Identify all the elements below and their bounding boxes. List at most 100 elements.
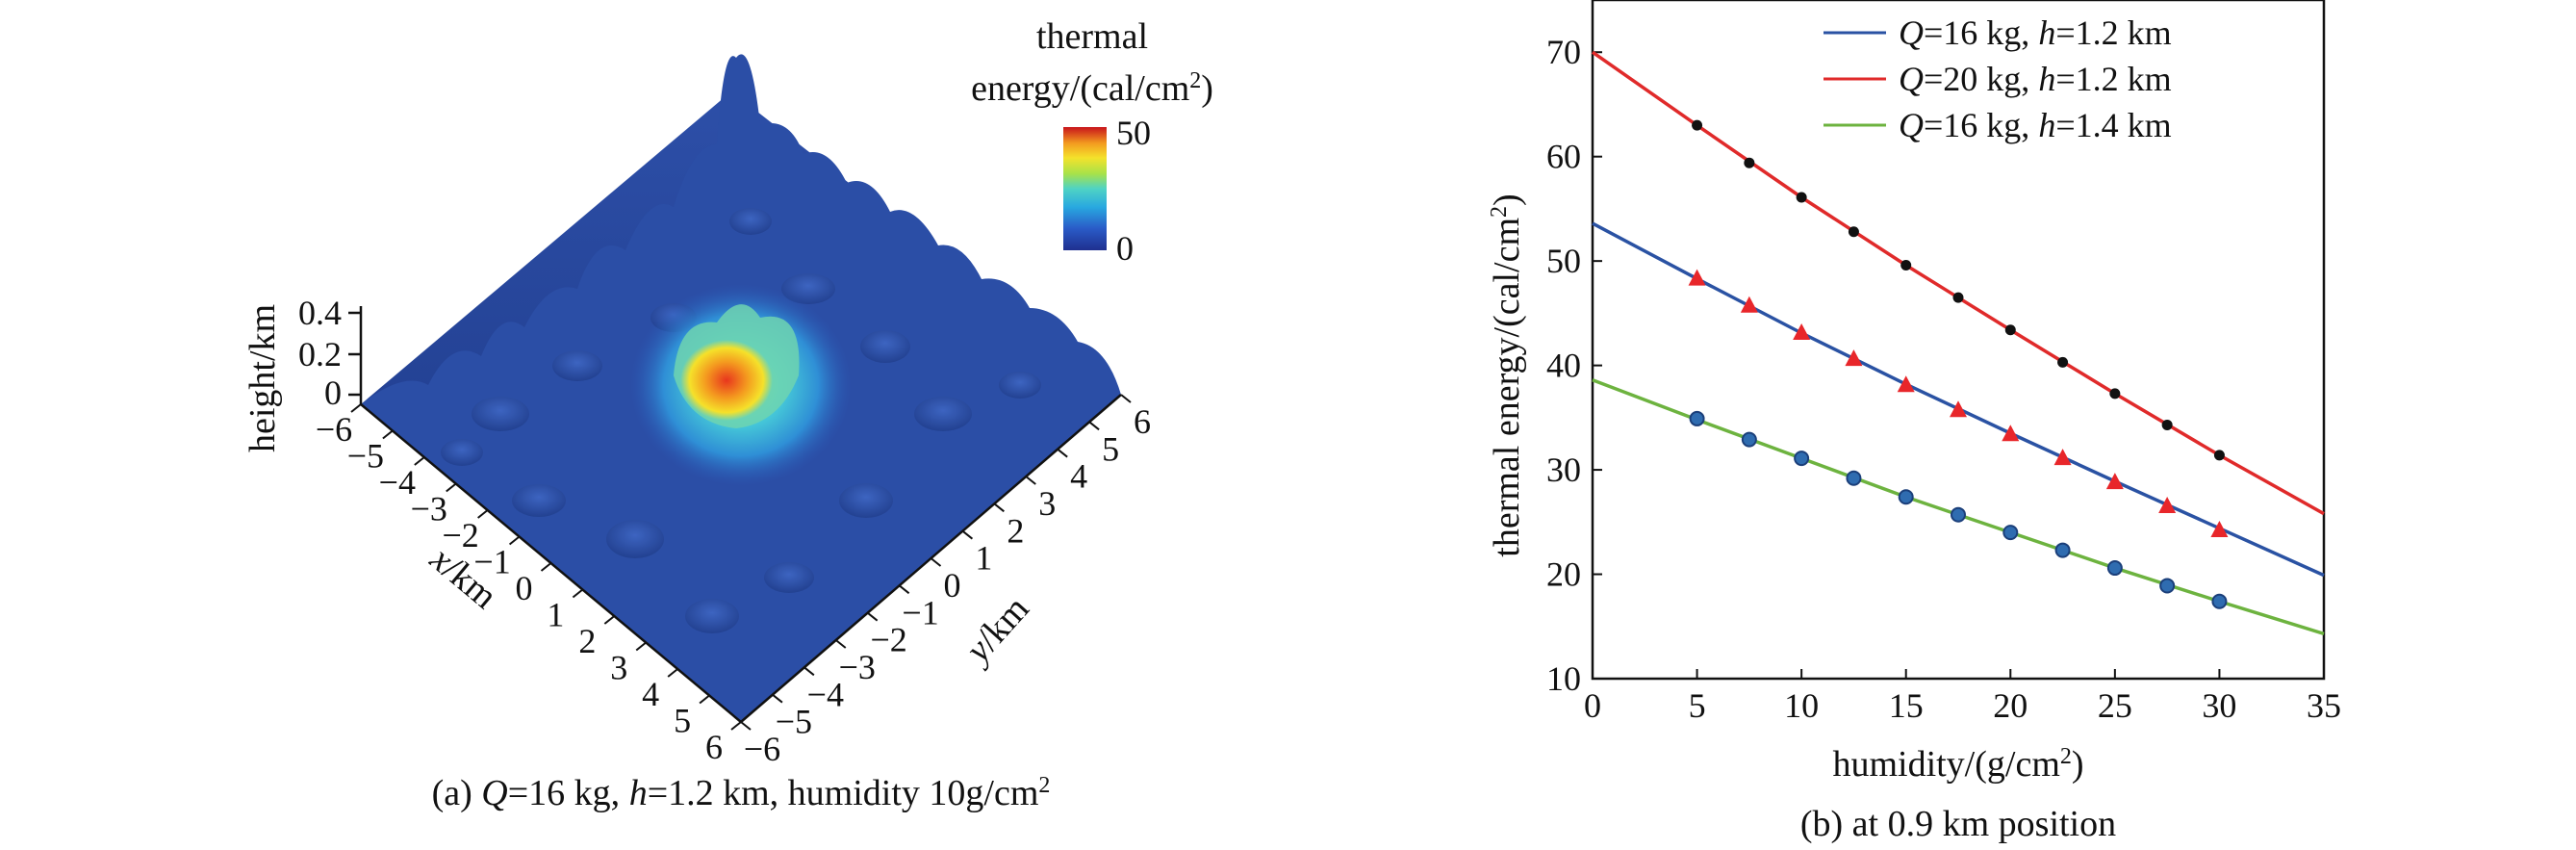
y-tick	[1025, 476, 1036, 485]
y-tick-label: −5	[776, 703, 812, 741]
legend-mid: =20 kg,	[1924, 60, 2038, 98]
x-tick-label: 4	[642, 675, 659, 713]
x-tick-label: 3	[610, 649, 627, 687]
data-point	[1794, 451, 1810, 467]
legend-rest: =1.2 km	[2055, 60, 2171, 98]
colorbar-max-label: 50	[1116, 114, 1151, 152]
y-tick-label: 0	[944, 566, 961, 605]
y-tick-label: −4	[807, 675, 844, 713]
legend-h: h	[2038, 60, 2055, 98]
panel-b-caption: (b) at 0.9 km position	[1800, 804, 2116, 844]
x-title-sup: 2	[2060, 744, 2072, 769]
y-tick	[1057, 448, 1068, 458]
colorbar	[1063, 127, 1107, 250]
colorbar-title-line2: energy/(cal/cm2)	[971, 68, 1213, 109]
x-tick-label: 10	[1784, 686, 1819, 725]
y-tick-label: 10	[1546, 659, 1581, 698]
data-point	[2109, 388, 2121, 399]
caption-a-h: h	[629, 773, 648, 813]
x-title-text: humidity/(g/cm	[1832, 744, 2059, 785]
x-tick	[699, 694, 710, 705]
y-tick-label: 20	[1546, 555, 1581, 594]
data-point	[1900, 259, 1912, 270]
y-tick	[930, 557, 942, 567]
legend-entry: Q=20 kg, h=1.2 km	[1824, 60, 2172, 98]
x-tick	[635, 641, 647, 652]
y-tick-label: 1	[975, 539, 992, 578]
y-tick	[772, 693, 783, 704]
x-tick	[382, 429, 394, 440]
y-tick-label: 3	[1038, 484, 1056, 523]
height-axis-label: height/km	[242, 304, 283, 452]
x-tick-label: 30	[2202, 686, 2236, 725]
legend-h: h	[2038, 106, 2055, 144]
y-tick	[1088, 421, 1100, 431]
legend-label-series-2: Q=20 kg, h=1.2 km	[1899, 60, 2172, 98]
x-tick	[477, 509, 489, 519]
data-point	[2210, 520, 2229, 537]
data-point	[1692, 119, 1703, 131]
data-point	[1688, 269, 1706, 286]
legend-q: Q	[1899, 106, 1924, 144]
x-tick	[572, 588, 584, 599]
y-tick	[898, 584, 910, 595]
panel-a-caption: (a) Q=16 kg, h=1.2 km, humidity 10g/cm2	[432, 773, 1051, 813]
data-point	[2105, 473, 2124, 490]
colorbar-title-sup: 2	[1189, 68, 1201, 93]
y-tick-label: 40	[1546, 347, 1581, 385]
series-line-1	[1592, 221, 2325, 578]
data-point	[2161, 419, 2173, 430]
y-tick-label: 60	[1546, 138, 1581, 176]
x-tick	[350, 403, 362, 413]
caption-a-prefix: (a)	[432, 773, 482, 813]
data-point	[2211, 593, 2228, 609]
caption-a-sup: 2	[1038, 773, 1050, 798]
x-tick-label: 35	[2307, 686, 2341, 725]
x-tick	[667, 668, 678, 678]
legend-h: h	[2038, 13, 2055, 52]
x-tick	[540, 562, 552, 572]
legend: Q=16 kg, h=1.2 km Q=20 kg, h=1.2 km Q=16…	[1824, 13, 2172, 144]
data-point	[2053, 449, 2072, 466]
x-tick-label: 6	[705, 728, 723, 766]
y-tick-label: 5	[1102, 429, 1119, 468]
x-tick-label: 5	[1689, 686, 1706, 725]
x-tick-label: 5	[674, 702, 691, 740]
data-point	[1952, 292, 1964, 303]
colorbar-title-text: energy/(cal/cm	[971, 68, 1189, 109]
y-tick-label: −3	[839, 648, 876, 686]
plot-frame	[1591, 0, 2326, 681]
data-point	[1951, 506, 1966, 523]
height-tick-label: 0.2	[298, 335, 342, 373]
data-point	[2004, 324, 2016, 336]
data-point	[2159, 578, 2176, 594]
data-point	[2054, 542, 2071, 558]
data-point	[2002, 425, 2020, 442]
x-tick	[603, 615, 615, 625]
chart-markers	[1688, 119, 2229, 609]
data-point	[1897, 375, 1915, 393]
caption-a-rest: =1.2 km, humidity 10g/cm	[648, 773, 1039, 813]
legend-rest: =1.4 km	[2055, 106, 2171, 144]
caption-a-q: Q	[481, 773, 507, 813]
y-tick-label: 50	[1546, 242, 1581, 280]
x-tick-label: −4	[379, 463, 416, 502]
y-tick	[1120, 394, 1132, 403]
x-tick	[414, 456, 425, 466]
caption-a-mid: =16 kg,	[508, 773, 629, 813]
legend-label-series-3: Q=16 kg, h=1.4 km	[1899, 106, 2172, 144]
data-point	[2158, 497, 2177, 514]
x-tick-label: 15	[1889, 686, 1924, 725]
legend-q: Q	[1899, 13, 1924, 52]
data-point	[1845, 349, 1863, 367]
legend-mid: =16 kg,	[1924, 106, 2038, 144]
height-tick-label: 0.4	[298, 294, 342, 332]
y-axis-label: y/km	[956, 588, 1037, 673]
chart-ticks: 0 5 10 15 20 25 30 35 10 20 30 40 50 60 70	[1546, 33, 2341, 725]
legend-rest: =1.2 km	[2055, 13, 2171, 52]
x-tick-label: −1	[473, 543, 510, 581]
y-tick-label: −1	[902, 593, 938, 631]
legend-entry: Q=16 kg, h=1.2 km	[1824, 13, 2172, 52]
